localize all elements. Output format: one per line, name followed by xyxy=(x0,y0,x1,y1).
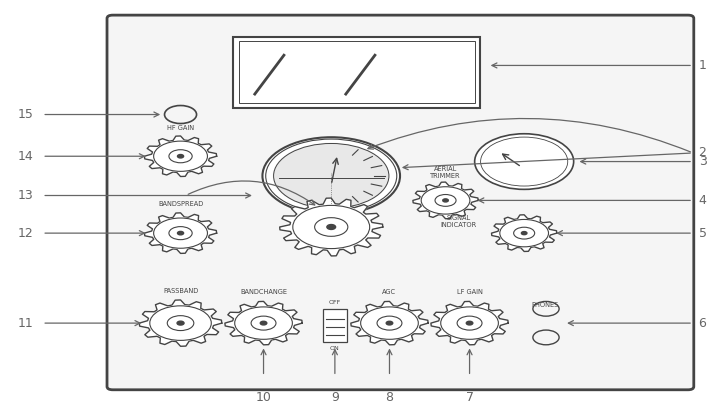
Circle shape xyxy=(150,306,211,340)
Text: SIGNAL
INDICATOR: SIGNAL INDICATOR xyxy=(440,215,477,228)
Bar xyxy=(239,41,475,103)
Circle shape xyxy=(293,205,370,249)
Polygon shape xyxy=(351,301,428,345)
Circle shape xyxy=(457,316,482,330)
Text: 1: 1 xyxy=(699,59,706,72)
Text: PASSBAND: PASSBAND xyxy=(163,288,198,294)
Polygon shape xyxy=(491,215,557,252)
Bar xyxy=(233,37,480,108)
Text: BANDSPREAD: BANDSPREAD xyxy=(158,202,203,207)
Text: 9: 9 xyxy=(331,391,339,404)
Polygon shape xyxy=(225,301,302,345)
Text: 13: 13 xyxy=(17,189,33,202)
Text: 15: 15 xyxy=(17,108,33,121)
Circle shape xyxy=(467,321,473,325)
Text: LF GAIN: LF GAIN xyxy=(456,290,483,295)
Polygon shape xyxy=(144,136,217,177)
Polygon shape xyxy=(144,213,217,254)
Text: 10: 10 xyxy=(256,391,272,404)
Text: ON: ON xyxy=(330,346,340,351)
Circle shape xyxy=(360,307,419,339)
Polygon shape xyxy=(431,301,508,345)
Circle shape xyxy=(377,316,402,330)
Text: HF GAIN: HF GAIN xyxy=(167,125,194,130)
Circle shape xyxy=(154,141,207,171)
Polygon shape xyxy=(413,182,478,219)
Circle shape xyxy=(475,134,574,189)
Circle shape xyxy=(169,150,192,163)
Text: 12: 12 xyxy=(17,227,33,240)
Circle shape xyxy=(387,321,393,325)
Polygon shape xyxy=(280,198,383,256)
Circle shape xyxy=(443,199,448,202)
Circle shape xyxy=(327,225,336,229)
Text: 14: 14 xyxy=(17,150,33,163)
Text: AERIAL
TRIMMER: AERIAL TRIMMER xyxy=(430,166,461,179)
Text: OFF: OFF xyxy=(329,300,341,305)
Text: 2: 2 xyxy=(699,146,706,160)
Circle shape xyxy=(234,307,293,339)
Circle shape xyxy=(521,231,527,235)
Circle shape xyxy=(274,144,389,208)
Circle shape xyxy=(422,187,470,214)
Circle shape xyxy=(167,316,194,330)
Circle shape xyxy=(263,137,400,215)
Text: 4: 4 xyxy=(699,194,706,207)
Circle shape xyxy=(500,220,548,247)
Text: 8: 8 xyxy=(386,391,393,404)
Text: AGC: AGC xyxy=(382,290,397,295)
Circle shape xyxy=(514,227,534,239)
Text: 11: 11 xyxy=(17,317,33,330)
Circle shape xyxy=(178,155,183,158)
Circle shape xyxy=(169,227,192,240)
Circle shape xyxy=(177,321,184,325)
Circle shape xyxy=(435,195,456,206)
Circle shape xyxy=(251,316,276,330)
Text: 5: 5 xyxy=(699,227,706,240)
Circle shape xyxy=(154,218,207,248)
Text: 7: 7 xyxy=(466,391,473,404)
FancyBboxPatch shape xyxy=(107,15,694,390)
Text: 6: 6 xyxy=(699,317,706,330)
Circle shape xyxy=(178,231,183,235)
Text: 3: 3 xyxy=(699,155,706,168)
Circle shape xyxy=(261,321,267,325)
Circle shape xyxy=(314,218,348,236)
Bar xyxy=(323,309,347,342)
Text: PHONES: PHONES xyxy=(531,302,558,308)
Circle shape xyxy=(440,307,499,339)
Polygon shape xyxy=(139,300,222,346)
Text: BANDCHANGE: BANDCHANGE xyxy=(240,290,287,295)
